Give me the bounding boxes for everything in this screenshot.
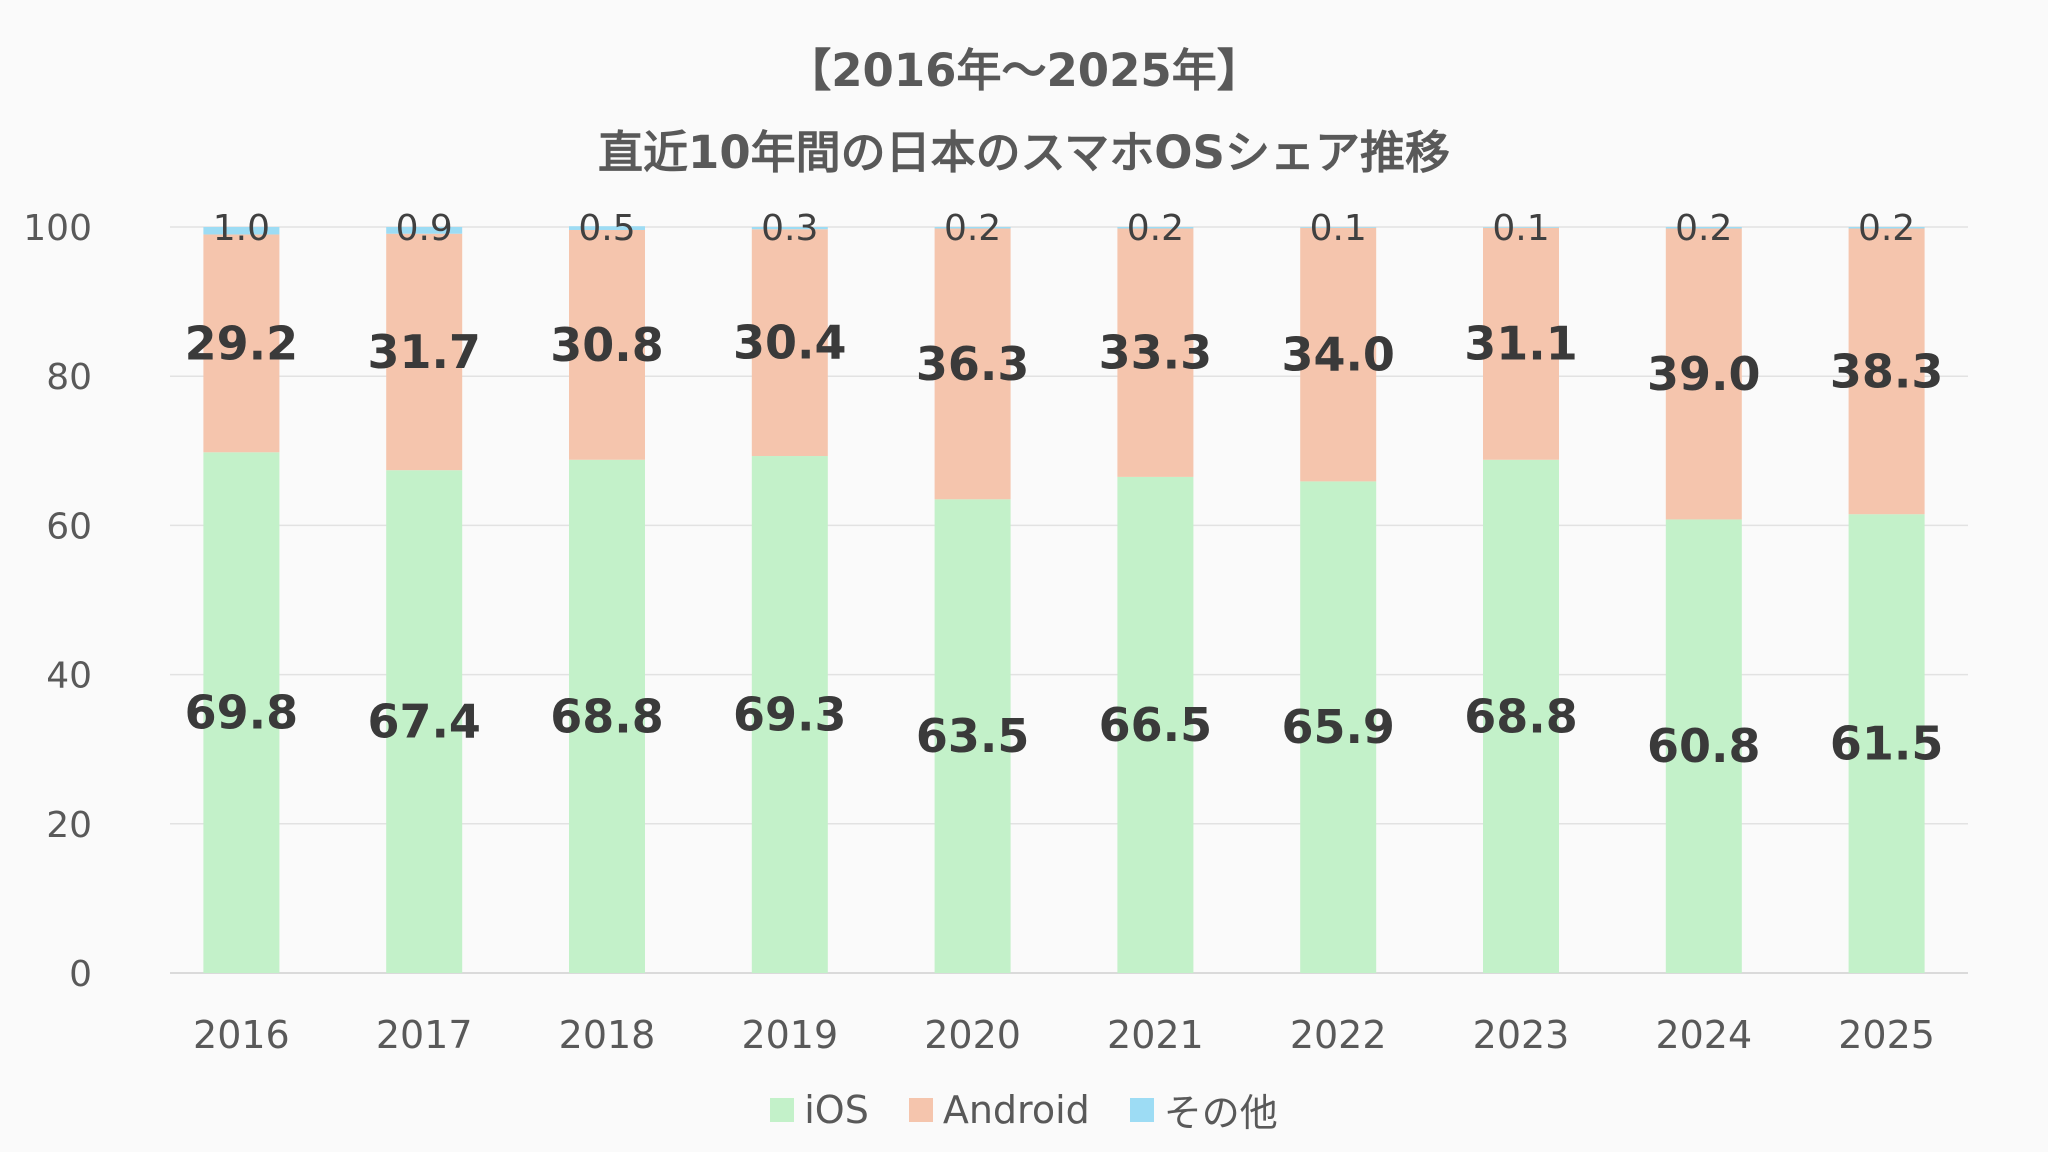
data-label-other-2018: 0.5 <box>578 208 635 249</box>
data-label-ios-2023: 68.8 <box>1464 689 1578 743</box>
legend-label-android: Android <box>942 1087 1090 1132</box>
bar-other-2024 <box>1665 227 1742 229</box>
bar-other-2020 <box>934 227 1011 229</box>
x-tick-label: 2025 <box>1838 1013 1935 1057</box>
bar-android-2024 <box>1665 228 1742 520</box>
chart-title-line-2: 直近10年間の日本のスマホOSシェア推移 <box>598 126 1450 179</box>
data-label-ios-2016: 69.8 <box>185 686 299 740</box>
legend-swatch-ios <box>770 1097 795 1122</box>
bar-ios-2021 <box>1117 476 1194 973</box>
data-label-android-2017: 31.7 <box>367 325 481 379</box>
bar-other-2023 <box>1483 227 1559 228</box>
bar-android-2023 <box>1483 227 1559 460</box>
legend: iOS Android その他 <box>0 1082 2048 1137</box>
bar-android-2018 <box>569 229 645 460</box>
data-label-other-2020: 0.2 <box>944 208 1001 249</box>
bar-ios-2025 <box>1848 514 1925 973</box>
bar-ios-2020 <box>934 499 1011 973</box>
x-tick-label: 2016 <box>193 1013 290 1057</box>
data-label-other-2019: 0.3 <box>761 208 818 249</box>
x-tick-label: 2020 <box>924 1013 1021 1057</box>
bar-other-2022 <box>1300 227 1377 228</box>
y-tick-label: 40 <box>46 656 92 697</box>
bar-ios-2018 <box>569 459 645 973</box>
bar-ios-2022 <box>1300 481 1377 973</box>
data-label-ios-2017: 67.4 <box>367 695 481 749</box>
data-label-android-2021: 33.3 <box>1099 326 1213 380</box>
legend-swatch-android <box>908 1097 933 1122</box>
bar-other-2017 <box>386 227 463 234</box>
legend-swatch-other <box>1129 1097 1154 1122</box>
chart-title-line-1: 【2016年～2025年】 <box>786 44 1262 97</box>
data-label-android-2022: 34.0 <box>1281 328 1395 382</box>
bar-android-2019 <box>751 229 828 457</box>
bar-other-2025 <box>1848 227 1925 229</box>
bar-ios-2019 <box>751 456 828 974</box>
data-label-ios-2019: 69.3 <box>733 688 847 742</box>
data-label-ios-2022: 65.9 <box>1281 700 1395 754</box>
bar-other-2016 <box>203 227 280 235</box>
y-tick-label: 80 <box>46 357 92 398</box>
legend-label-ios: iOS <box>804 1087 869 1132</box>
bar-other-2021 <box>1117 227 1194 229</box>
data-label-android-2018: 30.8 <box>550 318 664 372</box>
bar-other-2018 <box>569 226 645 230</box>
data-label-android-2025: 38.3 <box>1830 344 1944 398</box>
y-tick-label: 60 <box>46 506 92 547</box>
bar-android-2020 <box>934 228 1011 500</box>
legend-item-other: その他 <box>1129 1082 1278 1137</box>
data-label-other-2021: 0.2 <box>1127 208 1184 249</box>
data-label-ios-2018: 68.8 <box>550 689 664 743</box>
data-label-ios-2020: 63.5 <box>916 709 1030 763</box>
bar-other-2019 <box>751 227 828 230</box>
data-label-other-2016: 1.0 <box>213 208 270 249</box>
data-label-android-2019: 30.4 <box>733 316 847 370</box>
y-tick-label: 100 <box>23 208 92 249</box>
bar-android-2016 <box>203 234 280 453</box>
data-label-ios-2021: 66.5 <box>1099 698 1213 752</box>
legend-item-android: Android <box>908 1087 1090 1132</box>
bar-ios-2024 <box>1665 519 1742 973</box>
x-tick-label: 2023 <box>1473 1013 1570 1057</box>
x-tick-label: 2017 <box>376 1013 473 1057</box>
legend-label-other: その他 <box>1163 1091 1278 1135</box>
bar-ios-2017 <box>386 470 463 973</box>
data-label-ios-2025: 61.5 <box>1830 717 1944 771</box>
x-tick-label: 2021 <box>1107 1013 1204 1057</box>
bar-android-2017 <box>386 233 463 471</box>
x-tick-label: 2022 <box>1290 1013 1387 1057</box>
data-label-android-2016: 29.2 <box>185 316 299 370</box>
data-label-other-2023: 0.1 <box>1492 208 1549 249</box>
bar-ios-2016 <box>203 452 280 973</box>
bar-android-2021 <box>1117 228 1194 477</box>
data-label-other-2022: 0.1 <box>1310 208 1367 249</box>
data-label-other-2024: 0.2 <box>1675 208 1732 249</box>
x-tick-label: 2019 <box>741 1013 838 1057</box>
bar-android-2022 <box>1300 227 1377 482</box>
y-tick-label: 20 <box>46 805 92 846</box>
data-label-android-2023: 31.1 <box>1464 317 1578 371</box>
x-tick-label: 2018 <box>559 1013 656 1057</box>
data-label-android-2024: 39.0 <box>1647 347 1761 401</box>
data-label-ios-2024: 60.8 <box>1647 719 1761 773</box>
x-tick-label: 2024 <box>1655 1013 1752 1057</box>
data-label-other-2017: 0.9 <box>396 208 453 249</box>
data-label-other-2025: 0.2 <box>1858 208 1915 249</box>
data-label-android-2020: 36.3 <box>916 337 1030 391</box>
legend-item-ios: iOS <box>770 1088 869 1132</box>
y-tick-label: 0 <box>69 954 92 995</box>
bar-android-2025 <box>1848 228 1925 515</box>
bar-ios-2023 <box>1483 459 1559 973</box>
